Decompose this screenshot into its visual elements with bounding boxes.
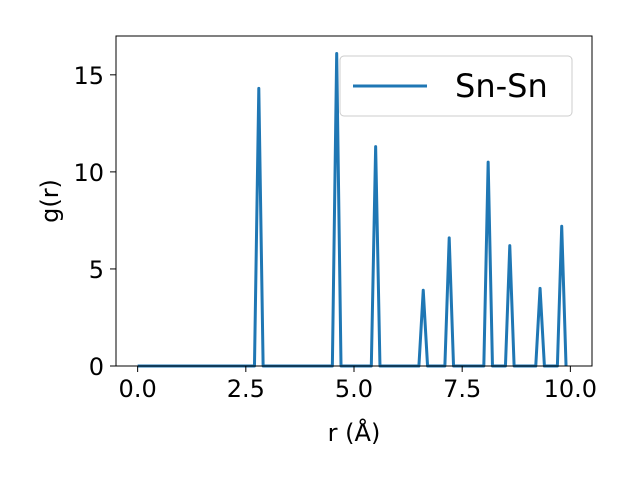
y-axis-label: g(r) <box>36 179 64 223</box>
y-tick-label: 0 <box>89 353 104 381</box>
axes: 0.0 2.5 5.0 7.5 10.0 0 5 10 15 <box>73 35 597 403</box>
legend-box <box>339 55 573 117</box>
x-axis-label: r (Å) <box>328 418 381 447</box>
plot-area <box>137 51 568 368</box>
series-line-sn-sn <box>137 51 568 368</box>
x-tick-label: 0.0 <box>119 375 157 403</box>
y-tick-label: 5 <box>89 256 104 284</box>
x-tick-label: 10.0 <box>544 375 597 403</box>
x-tick-label: 7.5 <box>443 375 481 403</box>
legend-label-sn-sn: Sn-Sn <box>455 67 548 105</box>
x-tick-label: 2.5 <box>227 375 265 403</box>
y-tick-label: 15 <box>73 62 104 90</box>
x-tick-label: 5.0 <box>335 375 373 403</box>
legend: Sn-Sn <box>339 55 573 117</box>
y-tick-label: 10 <box>73 159 104 187</box>
